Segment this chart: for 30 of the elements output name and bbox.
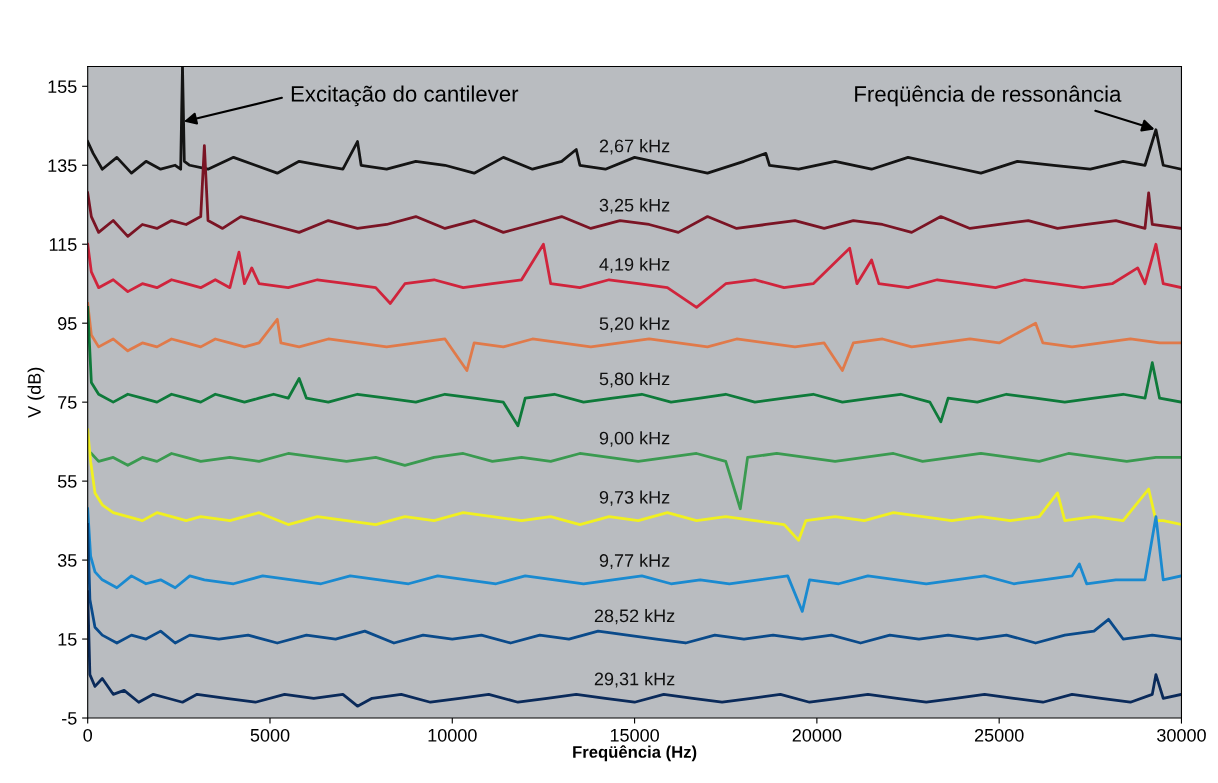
series-label: 9,73 kHz xyxy=(599,490,670,506)
x-axis-title: Freqüência (Hz) xyxy=(573,745,697,762)
x-tick-label: 0 xyxy=(83,728,93,742)
y-tick-label: -5 xyxy=(62,712,77,725)
y-tick-label: 95 xyxy=(58,317,77,330)
x-tick-label: 15000 xyxy=(610,728,659,742)
series-label: 9,77 kHz xyxy=(599,553,670,570)
x-tick-label: 30000 xyxy=(1157,728,1206,742)
y-tick-label: 75 xyxy=(58,396,77,409)
x-tick-label: 20000 xyxy=(792,728,842,742)
annotation: Freqüência de ressonância xyxy=(855,85,1122,107)
y-axis-title: V (dB) xyxy=(27,367,45,418)
series-label: 5,20 kHz xyxy=(599,316,670,333)
series-label: 9,00 kHz xyxy=(599,431,670,447)
series-label: 29,31 kHz xyxy=(594,672,675,688)
annotation: Excitação do cantilever xyxy=(291,85,519,107)
series-label: 4,19 kHz xyxy=(599,257,670,273)
series-label: 3,25 kHz xyxy=(599,198,670,214)
y-tick-label: 35 xyxy=(57,554,77,567)
y-tick-label: 155 xyxy=(48,80,77,94)
x-tick-label: 25000 xyxy=(974,728,1024,742)
series-label: 28,52 kHz xyxy=(594,608,675,625)
y-tick-label: 135 xyxy=(48,159,77,172)
series-label: 5,80 kHz xyxy=(599,372,670,388)
y-tick-label: 115 xyxy=(49,238,77,251)
y-tick-label: 55 xyxy=(57,475,77,488)
y-tick-label: 15 xyxy=(58,633,77,646)
x-tick-label: 10000 xyxy=(428,728,477,742)
series-label: 2,67 kHz xyxy=(599,139,670,155)
x-tick-label: 5000 xyxy=(250,728,290,742)
